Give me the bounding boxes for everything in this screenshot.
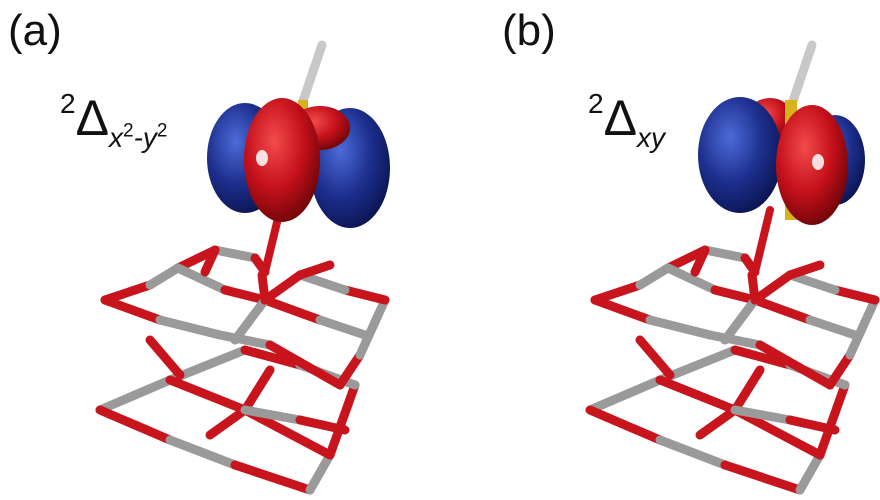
state-label-b: 2Δxy	[588, 88, 665, 153]
orbital-lobe-red-front-a	[244, 98, 320, 222]
metal-oxygen-bond-b	[751, 206, 774, 276]
panel-b: (b) 2Δxy	[440, 0, 880, 500]
panel-label-b: (b)	[502, 6, 556, 55]
delta-symbol-b: Δ	[603, 90, 637, 146]
multiplicity-a: 2	[60, 88, 76, 119]
subscript-a: x2-y2	[108, 120, 168, 153]
molecule-b	[585, 40, 880, 495]
orbital-lobe-red-front-b	[776, 105, 848, 225]
panel-label-a: (a)	[8, 6, 62, 55]
axis-rod-a	[295, 40, 327, 115]
subscript-b: xy	[636, 122, 665, 153]
state-label-a: 2Δx2-y2	[60, 88, 167, 153]
oxide-lattice-b	[585, 245, 880, 495]
panel-a: (a) 2Δx2-y2	[8, 6, 390, 495]
molecule-a	[95, 40, 390, 495]
axis-rod-b	[785, 40, 817, 115]
orbital-lobe-blue-front-b	[698, 97, 782, 213]
highlight-b	[812, 154, 824, 170]
multiplicity-b: 2	[588, 88, 604, 119]
oxide-lattice-a	[95, 245, 390, 495]
delta-symbol-a: Δ	[75, 90, 109, 146]
highlight-a	[256, 150, 268, 166]
